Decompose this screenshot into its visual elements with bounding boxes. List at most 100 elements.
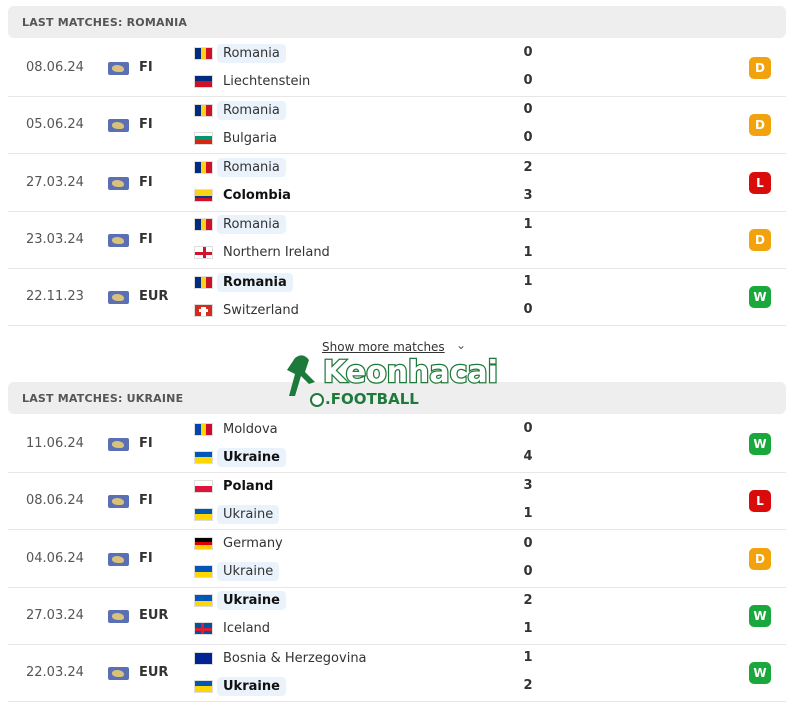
romania-flag-icon [194, 275, 213, 289]
away-score: 2 [523, 678, 533, 694]
competition-code: FI [139, 550, 153, 566]
world-competition-icon [108, 176, 129, 190]
home-team[interactable]: Bosnia & Herzegovina [194, 648, 373, 668]
home-score: 0 [523, 421, 533, 436]
watermark-logo: Keonhacai .FOOTBALL [287, 354, 499, 408]
team-name[interactable]: Bosnia & Herzegovina [223, 650, 367, 666]
match-row[interactable]: 22.11.23 EUR Romania Switzerland 1 0 W [8, 269, 786, 327]
team-name[interactable]: Romania [217, 100, 286, 120]
away-score: 0 [523, 73, 533, 88]
match-date: 27.03.24 [26, 607, 84, 623]
match-row[interactable]: 22.03.24 EUR Bosnia & Herzegovina Ukraine… [8, 645, 786, 703]
team-name[interactable]: Switzerland [223, 302, 299, 318]
moldova-flag-icon [194, 422, 213, 436]
home-team[interactable]: Poland [194, 476, 279, 496]
competition-code: EUR [139, 665, 169, 681]
ukraine-flag-icon [194, 594, 213, 608]
match-date: 23.03.24 [26, 231, 84, 247]
team-name[interactable]: Northern Ireland [223, 245, 330, 261]
team-name[interactable]: Ukraine [217, 562, 280, 582]
competition-code: FI [139, 436, 153, 451]
team-name[interactable]: Romania [217, 158, 286, 178]
home-score: 0 [523, 45, 533, 60]
home-team[interactable]: Romania [194, 215, 286, 235]
competition-code: EUR [139, 607, 169, 623]
team-name[interactable]: Ukraine [217, 591, 286, 611]
team-name[interactable]: Romania [217, 215, 286, 235]
home-team[interactable]: Ukraine [194, 591, 286, 611]
result-badge: W [749, 286, 771, 309]
competition-code: FI [139, 60, 153, 75]
team-name[interactable]: Iceland [223, 621, 271, 637]
match-row[interactable]: 23.03.24 FI Romania Northern Ireland 1 1 … [8, 212, 786, 269]
away-score: 0 [523, 563, 533, 579]
home-team[interactable]: Romania [194, 43, 286, 63]
home-score: 1 [523, 274, 533, 290]
match-date: 11.06.24 [26, 436, 84, 451]
ukraine-flag-icon [194, 679, 213, 693]
match-row[interactable]: 08.06.24 FI Romania Liechtenstein 0 0 D [8, 40, 786, 97]
team-name[interactable]: Ukraine [217, 676, 286, 696]
team-name[interactable]: Romania [217, 43, 286, 63]
team-name[interactable]: Romania [217, 272, 293, 292]
away-team[interactable]: Ukraine [194, 676, 286, 696]
home-team[interactable]: Germany [194, 534, 289, 554]
romania-flag-icon [194, 46, 213, 60]
match-date: 04.06.24 [26, 550, 84, 566]
result-badge: W [749, 604, 771, 627]
result-badge: D [749, 57, 771, 79]
team-name[interactable]: Colombia [223, 188, 291, 204]
world-competition-icon [108, 291, 129, 305]
away-team[interactable]: Liechtenstein [194, 71, 316, 91]
away-team[interactable]: Northern Ireland [194, 243, 336, 263]
svg-text:Keonhacai: Keonhacai [323, 355, 498, 390]
home-score: 2 [523, 159, 533, 175]
germany-flag-icon [194, 537, 213, 551]
away-score: 0 [523, 302, 533, 318]
match-date: 05.06.24 [26, 117, 84, 133]
match-row[interactable]: 04.06.24 FI Germany Ukraine 0 0 D [8, 531, 786, 588]
team-name[interactable]: Poland [223, 478, 274, 494]
show-more-matches-link[interactable]: Show more matches [322, 340, 445, 354]
team-name[interactable]: Moldova [223, 421, 278, 437]
away-team[interactable]: Bulgaria [194, 128, 283, 148]
result-badge: D [749, 228, 771, 251]
away-team[interactable]: Switzerland [194, 300, 305, 320]
home-score: 3 [523, 478, 533, 494]
competition-code: FI [139, 174, 153, 190]
section-header: LAST MATCHES: UKRAINE [8, 382, 786, 414]
home-team[interactable]: Romania [194, 272, 293, 292]
competition-code: FI [139, 493, 153, 509]
northern-ireland-flag-icon [194, 246, 213, 260]
world-competition-icon [108, 495, 129, 509]
match-row[interactable]: 11.06.24 FI Moldova Ukraine 0 4 W [8, 416, 786, 473]
world-competition-icon [108, 233, 129, 247]
match-date: 22.11.23 [26, 289, 84, 305]
match-row[interactable]: 05.06.24 FI Romania Bulgaria 0 0 D [8, 97, 786, 155]
team-name[interactable]: Ukraine [217, 504, 280, 524]
match-date: 08.06.24 [26, 493, 84, 509]
result-badge: L [749, 171, 771, 194]
home-score: 2 [523, 592, 533, 608]
match-date: 22.03.24 [26, 665, 84, 681]
match-row[interactable]: 08.06.24 FI Poland Ukraine 3 1 L [8, 473, 786, 531]
away-team[interactable]: Colombia [194, 186, 297, 206]
home-team[interactable]: Romania [194, 158, 286, 178]
away-team[interactable]: Iceland [194, 619, 276, 639]
switzerland-flag-icon [194, 303, 213, 317]
away-team[interactable]: Ukraine [194, 447, 286, 467]
match-row[interactable]: 27.03.24 EUR Ukraine Iceland 2 1 W [8, 588, 786, 645]
team-name[interactable]: Ukraine [217, 447, 286, 467]
romania-flag-icon [194, 103, 213, 117]
team-name[interactable]: Liechtenstein [223, 73, 311, 89]
home-team[interactable]: Moldova [194, 419, 284, 439]
home-team[interactable]: Romania [194, 100, 286, 120]
ukraine-flag-icon [194, 450, 213, 464]
team-name[interactable]: Germany [223, 536, 283, 552]
chevron-down-icon[interactable]: ⌄ [456, 338, 467, 352]
away-team[interactable]: Ukraine [194, 504, 280, 524]
match-row[interactable]: 27.03.24 FI Romania Colombia 2 3 L [8, 155, 786, 212]
away-team[interactable]: Ukraine [194, 562, 280, 582]
team-name[interactable]: Bulgaria [223, 130, 277, 146]
result-badge: L [749, 490, 771, 513]
